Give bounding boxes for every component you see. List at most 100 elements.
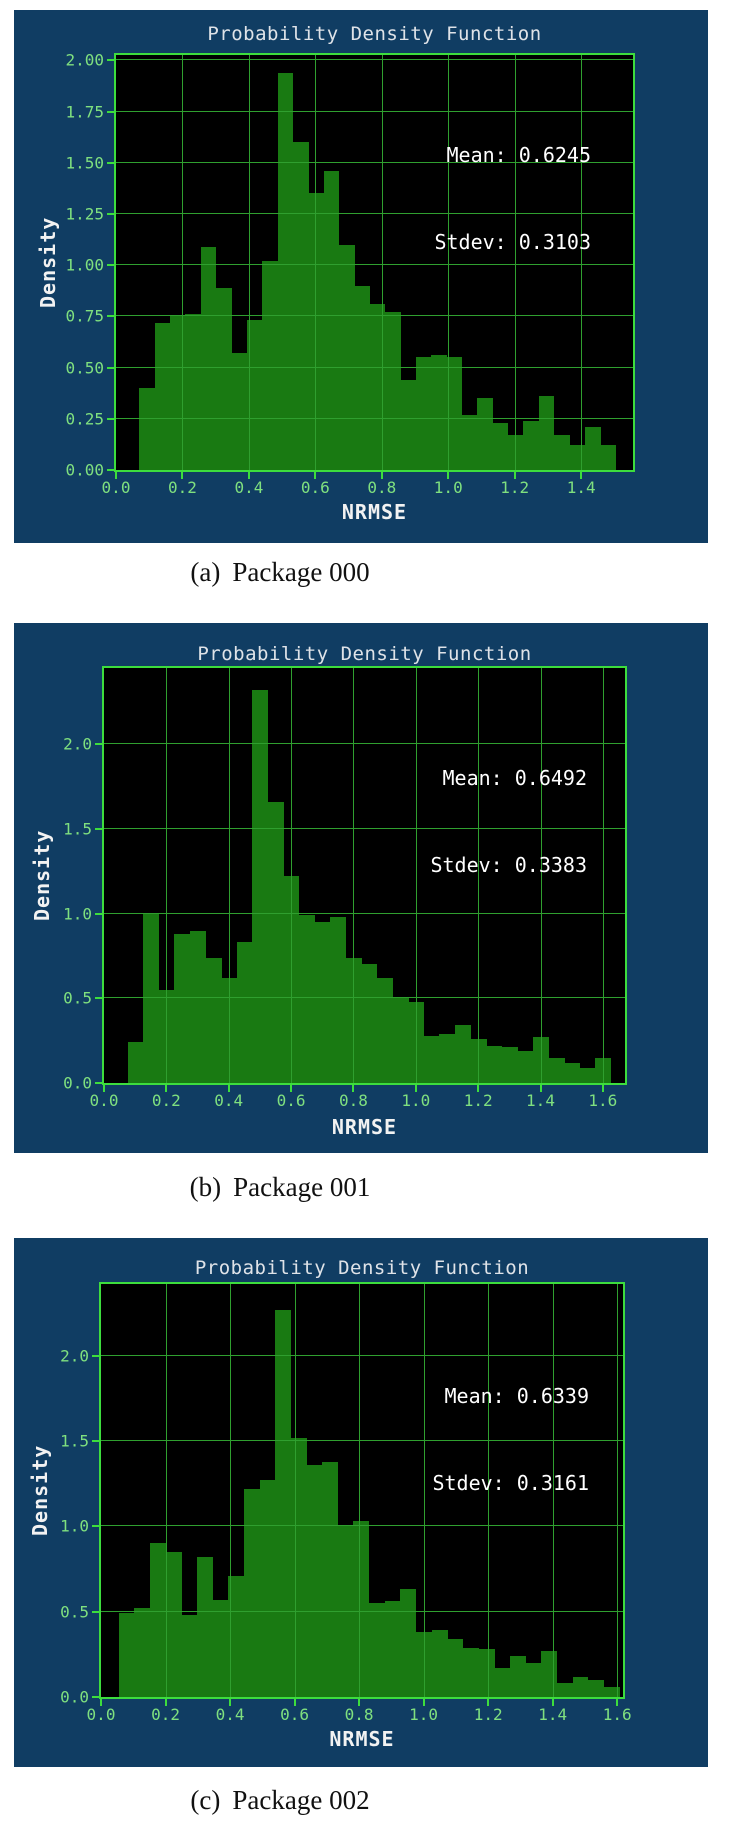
- x-tick-label: 1.0: [433, 478, 463, 497]
- x-tick-mark: [601, 1085, 604, 1092]
- histogram-bar: [572, 1676, 589, 1697]
- histogram-bar: [369, 1603, 386, 1697]
- x-tick-label: 0.0: [89, 1091, 119, 1110]
- y-tick-mark: [107, 366, 114, 369]
- histogram-bars: [116, 55, 633, 470]
- histogram-bar: [494, 1668, 511, 1697]
- figure-caption: (c) Package 002: [0, 1785, 560, 1816]
- x-tick-label: 1.2: [473, 1705, 503, 1724]
- histogram-bar: [517, 1050, 534, 1083]
- histogram-bar: [259, 1480, 276, 1697]
- x-tick-label: 1.0: [409, 1705, 439, 1724]
- y-tick-mark: [92, 1610, 99, 1613]
- y-tick-label: 1.00: [65, 255, 104, 275]
- plot-area: Mean: 0.6245 Stdev: 0.3103 0.0 0.2 0.4 0.6 0…: [65, 51, 635, 497]
- stdev-text: Stdev: 0.3383: [430, 853, 587, 877]
- x-tick-mark: [227, 1085, 230, 1092]
- y-tick-mark: [107, 264, 114, 267]
- histogram-bar: [439, 1033, 456, 1083]
- y-tick-mark: [95, 912, 102, 915]
- x-tick-mark: [487, 1699, 490, 1706]
- histogram-bar: [190, 930, 206, 1083]
- x-tick-label: 0.2: [151, 1705, 180, 1724]
- y-tick-label: 2.0: [60, 1346, 89, 1366]
- y-tick-mark: [95, 1082, 102, 1084]
- histogram-bar: [330, 917, 347, 1083]
- x-tick-label: 0.0: [101, 478, 131, 497]
- histogram-bar: [337, 1524, 354, 1697]
- chart-title: Probability Density Function: [194, 1257, 530, 1279]
- figure-caption: (b) Package 001: [0, 1172, 560, 1203]
- histogram-bar: [216, 287, 232, 470]
- x-tick-label: 1.4: [566, 478, 596, 497]
- histogram-bar: [408, 1001, 425, 1083]
- y-tick-mark: [107, 110, 114, 113]
- x-tick-mark: [115, 472, 117, 479]
- y-tick-label: 0.75: [65, 306, 104, 326]
- caption-text: Package 000: [232, 557, 370, 587]
- histogram-bar: [212, 1599, 229, 1697]
- histogram-bar: [486, 1045, 503, 1083]
- histogram-bar: [385, 312, 401, 470]
- histogram-bar: [492, 422, 509, 470]
- x-axis-label: NRMSE: [329, 1727, 395, 1751]
- y-tick-label: 1.0: [60, 1516, 89, 1536]
- histogram-bar: [345, 957, 362, 1083]
- x-tick-mark: [229, 1699, 232, 1706]
- histogram-bar: [308, 193, 324, 470]
- histogram-bar: [118, 1613, 135, 1697]
- histogram-bar: [548, 1057, 565, 1083]
- histogram-bar: [143, 913, 160, 1083]
- histogram-bar: [556, 1683, 573, 1697]
- stdev-text: Stdev: 0.3103: [434, 230, 591, 254]
- histogram-bar: [508, 435, 524, 470]
- x-tick-label: 1.6: [602, 1705, 632, 1724]
- x-tick-mark: [539, 1085, 542, 1092]
- x-tick-mark: [100, 1699, 102, 1706]
- histogram-bar: [181, 1615, 198, 1697]
- x-tick-label: 0.4: [214, 1091, 244, 1110]
- histogram-bar: [415, 357, 432, 470]
- x-tick-label: 1.4: [526, 1091, 555, 1110]
- histogram-bar: [554, 435, 570, 470]
- histogram-bar: [525, 1662, 542, 1697]
- x-tick-mark: [422, 1699, 425, 1706]
- stats-annotation: Mean: 0.6339 Stdev: 0.3161: [432, 1324, 589, 1556]
- y-tick-label: 1.5: [63, 819, 92, 839]
- histogram-bar: [538, 396, 555, 470]
- x-tick-mark: [290, 1085, 293, 1092]
- histogram-bar: [400, 1589, 417, 1697]
- histogram-bar: [134, 1608, 151, 1697]
- x-tick-label: 0.8: [344, 1705, 374, 1724]
- histogram-bar: [447, 1638, 464, 1697]
- y-tick-label: 1.50: [65, 153, 104, 173]
- histogram-bar: [431, 355, 447, 470]
- y-tick-label: 0.5: [60, 1602, 89, 1622]
- histogram-bar: [509, 1656, 526, 1697]
- histogram-bar: [377, 977, 394, 1083]
- x-tick-mark: [103, 1085, 105, 1092]
- x-tick-label: 0.4: [215, 1705, 245, 1724]
- histogram-bar: [541, 1650, 558, 1697]
- x-tick-mark: [358, 1699, 361, 1706]
- stdev-text: Stdev: 0.3161: [432, 1471, 589, 1495]
- histogram-bar: [165, 1551, 182, 1697]
- histogram-bar: [384, 1601, 401, 1697]
- figure-package-000: Probability Density Function Density Mea…: [14, 10, 708, 543]
- x-tick-label: 0.2: [167, 478, 197, 497]
- y-tick-label: 0.0: [63, 1073, 92, 1093]
- histogram-bar: [290, 1437, 307, 1697]
- histogram-bar: [252, 690, 269, 1083]
- x-tick-label: 1.0: [401, 1091, 431, 1110]
- x-tick-label: 0.6: [280, 1705, 310, 1724]
- histogram-bar: [361, 964, 378, 1083]
- y-tick-label: 0.0: [60, 1687, 89, 1707]
- y-tick-mark: [92, 1354, 99, 1357]
- y-tick-label: 1.5: [60, 1431, 89, 1451]
- histogram-bar: [323, 170, 340, 470]
- chart-title: Probability Density Function: [197, 643, 532, 665]
- histogram-bar: [353, 1521, 370, 1697]
- x-tick-mark: [314, 472, 317, 479]
- x-tick-label: 0.8: [338, 1091, 368, 1110]
